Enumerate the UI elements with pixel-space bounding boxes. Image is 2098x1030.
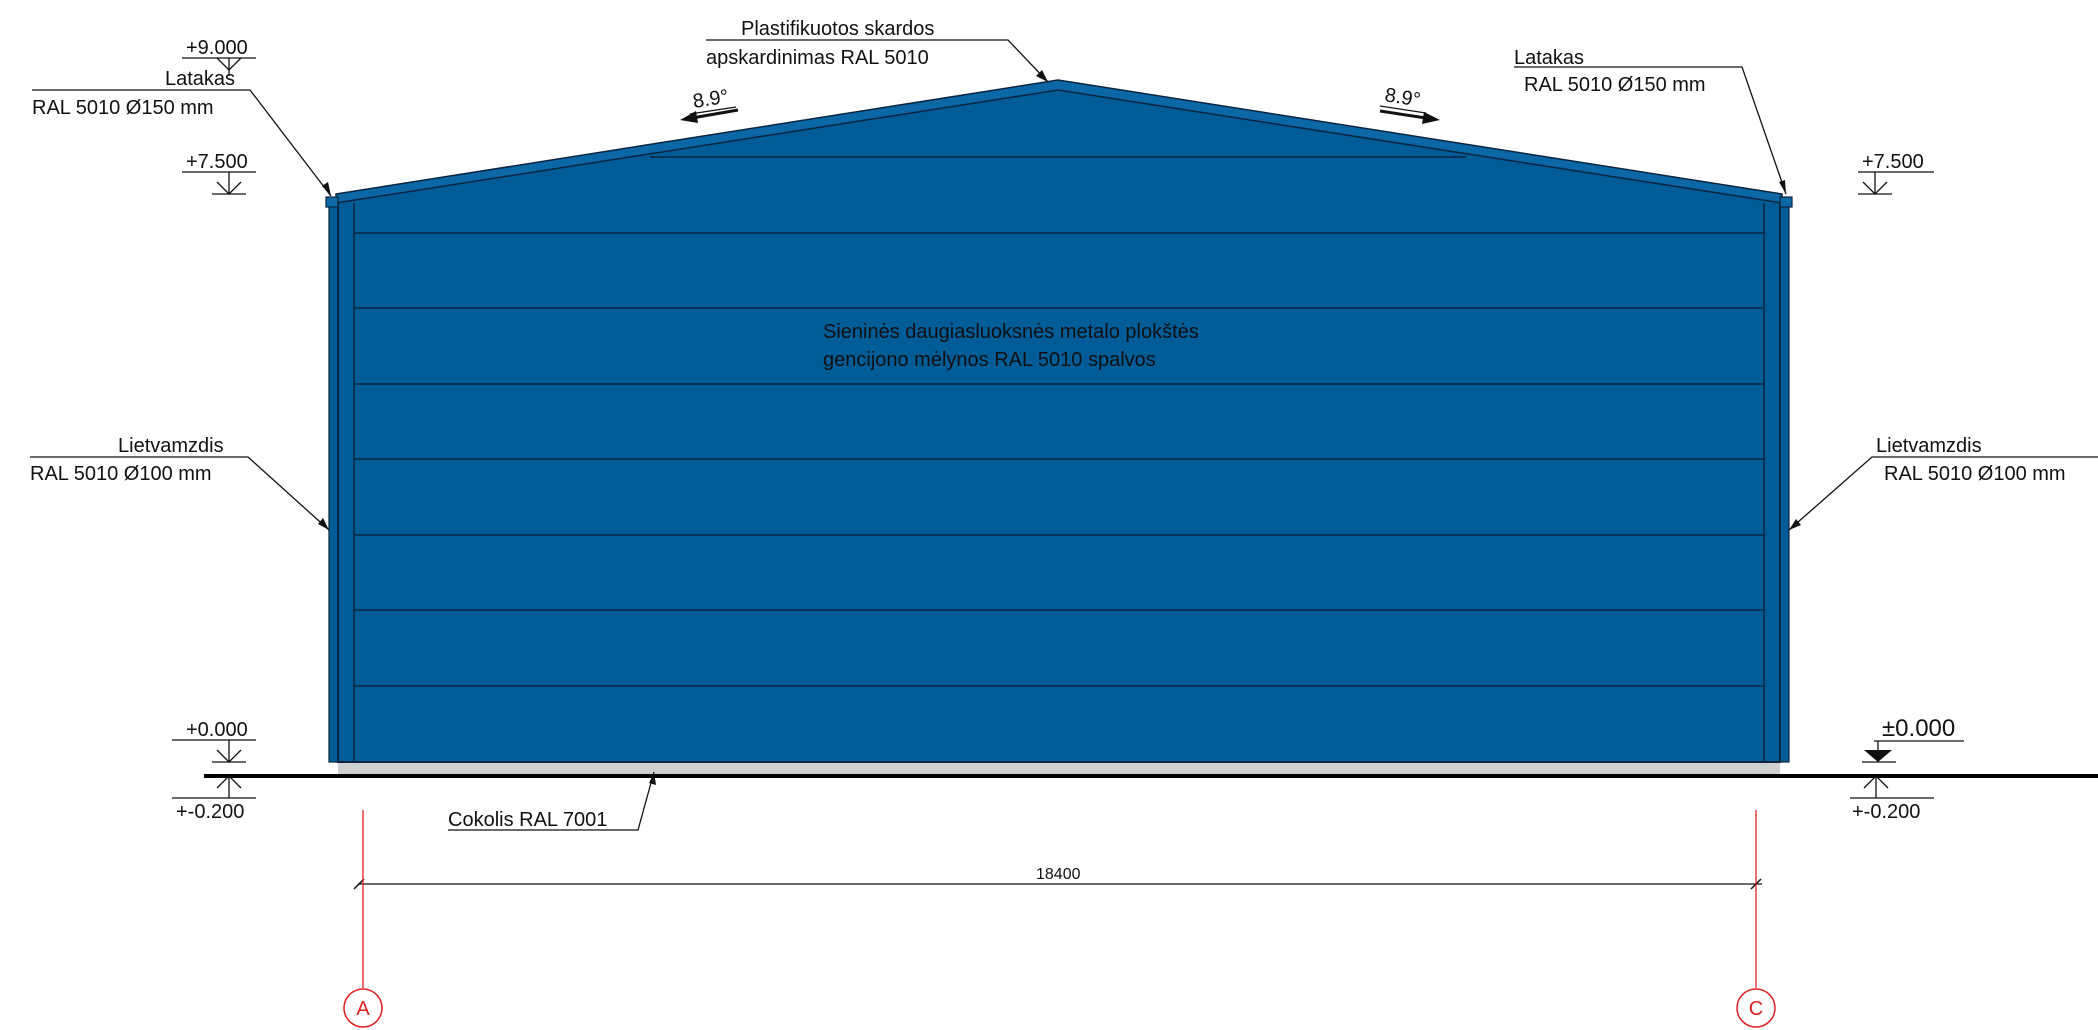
roof-slope-right-underline: [1379, 105, 1427, 114]
gutter-left-note: Latakas RAL 5010 Ø150 mm: [32, 68, 332, 197]
level-ridge: +9.000: [182, 37, 256, 76]
grid-axis-a: A: [343, 810, 383, 1028]
plinth-leader: [448, 771, 655, 831]
roof-note-leader: [706, 39, 1049, 83]
grid-axis-c-label: C: [1749, 998, 1763, 1020]
downpipe-right-note: Lietvamzdis RAL 5010 Ø100 mm: [1788, 435, 2098, 531]
downpipe-left-note: Lietvamzdis RAL 5010 Ø100 mm: [30, 435, 330, 531]
gutter-right-note: Latakas RAL 5010 Ø150 mm: [1514, 47, 1787, 195]
roof-slope-left-underline: [689, 106, 737, 115]
wall-note-line1: Sieninės daugiasluoksnės metalo plokštės: [823, 321, 1199, 343]
roof-slope-left: 8.9°: [680, 86, 739, 123]
span-dimension-tick-left: [353, 878, 365, 890]
level-ground-right-value: +-0.200: [1852, 801, 1920, 823]
gutter-left-line1: Latakas: [165, 68, 235, 90]
gutter-left-line2: RAL 5010 Ø150 mm: [32, 97, 214, 119]
grid-axis-a-bubble: [343, 988, 383, 1028]
downpipe-left-line1: Lietvamzdis: [118, 435, 224, 457]
leader-arrowhead: [318, 518, 329, 530]
grid-axis-a-label: A: [356, 998, 370, 1020]
grid-axis-c: C: [1736, 810, 1776, 1028]
wall-note-line2: gencijono mėlynos RAL 5010 spalvos: [823, 349, 1156, 371]
level-ground-left-value: +-0.200: [176, 801, 244, 823]
level-eave-right-value: +7.500: [1862, 151, 1924, 173]
level-ground-left: +-0.200: [172, 775, 256, 823]
gutter-left-leader: [32, 89, 332, 197]
downpipe-left: [328, 204, 339, 763]
level-eave-left: +7.500: [182, 151, 256, 195]
downpipe-right-line1: Lietvamzdis: [1876, 435, 1982, 457]
grid-axis-c-bubble: [1736, 988, 1776, 1028]
roof-note: Plastifikuotos skardos apskardinimas RAL…: [706, 18, 1049, 83]
level-eave-left-value: +7.500: [186, 151, 248, 173]
roof-slope-right: 8.9°: [1379, 84, 1440, 124]
leader-arrowhead: [1036, 70, 1048, 82]
gutter-left: [325, 196, 339, 208]
gutter-right: [1779, 196, 1793, 208]
downpipe-left-line2: RAL 5010 Ø100 mm: [30, 463, 212, 485]
building-facade: [204, 79, 2098, 778]
leader-arrowhead: [1789, 519, 1801, 530]
plinth-label: Cokolis RAL 7001: [448, 809, 607, 831]
roof-slope-right-arrowhead: [1422, 112, 1440, 124]
plinth: [338, 762, 1780, 776]
plinth-note: Cokolis RAL 7001: [448, 771, 656, 831]
wall-note: Sieninės daugiasluoksnės metalo plokštės…: [823, 321, 1199, 371]
level-floor-left-value: +0.000: [186, 719, 248, 741]
level-eave-right: +7.500: [1858, 151, 1934, 195]
wall-cladding: [337, 84, 1781, 763]
level-ridge-value: +9.000: [186, 37, 248, 59]
level-floor-right: ±0.000: [1862, 715, 1964, 763]
roof-slope-left-arrowhead: [680, 111, 698, 123]
leader-arrowhead: [322, 182, 331, 196]
leader-arrowhead: [649, 772, 656, 785]
span-dimension-value: 18400: [1036, 866, 1081, 883]
level-ground-right: +-0.200: [1850, 775, 1934, 823]
gutter-right-line2: RAL 5010 Ø150 mm: [1524, 74, 1706, 96]
downpipe-right: [1779, 204, 1790, 763]
leader-arrowhead: [1779, 180, 1786, 194]
level-floor-right-value: ±0.000: [1882, 715, 1955, 742]
roof-slope-left-arrow: [691, 108, 739, 120]
gutter-right-leader: [1514, 66, 1787, 195]
gutter-right-line1: Latakas: [1514, 47, 1584, 69]
roof-note-line2: apskardinimas RAL 5010: [706, 47, 929, 69]
level-floor-right-mark: [1864, 750, 1892, 762]
downpipe-right-line2: RAL 5010 Ø100 mm: [1884, 463, 2066, 485]
downpipe-right-leader: [1788, 456, 2098, 531]
downpipe-left-leader: [30, 456, 330, 531]
roof-slope-right-arrow: [1379, 109, 1427, 120]
level-floor-left: +0.000: [172, 719, 256, 763]
roof-note-line1: Plastifikuotos skardos: [741, 18, 934, 40]
span-dimension: 18400: [353, 866, 1762, 890]
